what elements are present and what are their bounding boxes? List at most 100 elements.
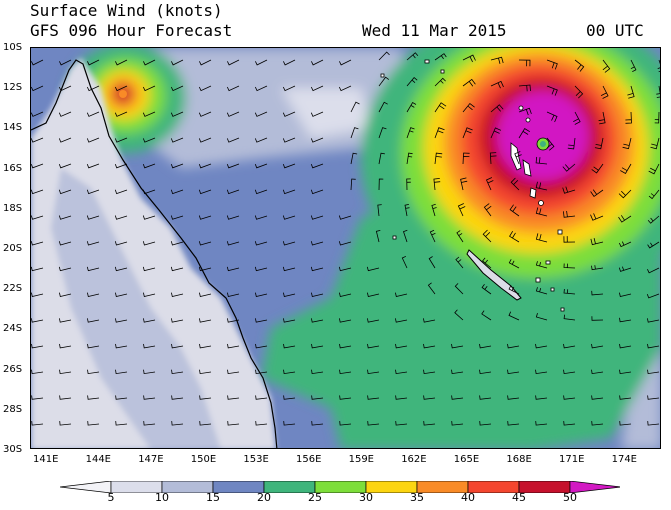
wind-barb: [31, 137, 44, 143]
lat-label: 10S: [3, 42, 23, 53]
wind-barb: [171, 395, 184, 400]
wind-barb: [574, 85, 584, 99]
wind-barb: [591, 265, 604, 271]
wind-barb: [255, 59, 268, 66]
lon-label: 159E: [348, 454, 374, 465]
wind-barb: [115, 369, 128, 375]
wind-barb: [255, 343, 268, 349]
wind-barb: [366, 266, 380, 272]
wind-barb: [427, 282, 436, 295]
wind-barb: [339, 59, 352, 66]
wind-barb: [563, 263, 576, 269]
wind-barb: [59, 343, 72, 349]
wind-barb: [563, 369, 576, 375]
wind-barb: [115, 343, 128, 349]
forecast-date: Wed 11 Mar 2015: [362, 21, 507, 40]
wind-barb: [508, 259, 520, 269]
lat-label: 12S: [3, 82, 23, 94]
wind-barb: [143, 318, 156, 323]
wind-barb: [406, 152, 413, 165]
lat-label: 14S: [3, 122, 23, 134]
wind-barb: [423, 318, 436, 323]
wind-barb: [311, 395, 324, 400]
wind-barb: [406, 178, 411, 191]
colorbar-label: 5: [107, 491, 115, 504]
wind-barb: [31, 59, 44, 66]
wind-barb: [283, 318, 296, 323]
wind-barb: [255, 395, 268, 400]
lat-label: 30S: [3, 444, 23, 455]
wind-barb: [31, 343, 44, 349]
wind-barb: [479, 421, 492, 426]
wind-barb: [402, 229, 408, 243]
wind-barb: [598, 111, 606, 125]
wind-barb: [58, 215, 72, 220]
wind-barb: [654, 111, 660, 124]
wind-barb: [198, 215, 212, 220]
wind-barb: [282, 215, 296, 220]
wind-barb: [434, 152, 443, 165]
wind-barb: [514, 151, 522, 165]
wind-barb: [535, 156, 548, 165]
wind-barb: [591, 316, 604, 321]
wind-barb: [451, 421, 464, 426]
wind-barb: [507, 343, 520, 349]
wind-barb: [226, 137, 240, 143]
wind-barb: [58, 111, 72, 117]
wind-barb: [59, 292, 72, 297]
wind-barb: [594, 137, 604, 150]
wind-barb: [367, 318, 380, 323]
wind-barb: [114, 266, 128, 272]
wind-barb: [170, 85, 184, 92]
wind-barb: [490, 127, 502, 139]
wind-barb: [143, 292, 156, 297]
wind-barb: [434, 53, 447, 61]
wind-barb: [86, 163, 100, 169]
wind-barb: [227, 318, 240, 323]
wind-barb: [86, 137, 100, 143]
wind-barb: [378, 51, 390, 61]
colorbar-label: 15: [206, 491, 220, 504]
wind-barb: [350, 127, 359, 139]
wind-barb: [507, 369, 520, 375]
lat-label: 18S: [3, 202, 23, 214]
wind-barb: [255, 369, 268, 375]
wind-barb: [254, 85, 268, 92]
forecast-subtitle: GFS 096 Hour Forecast: [30, 21, 233, 40]
wind-barb: [618, 241, 632, 248]
wind-barb: [647, 369, 660, 375]
wind-barb: [395, 395, 408, 400]
wind-barb: [535, 395, 548, 400]
lon-label: 150E: [190, 454, 217, 465]
wind-barb: [59, 395, 72, 400]
wind-barb: [86, 241, 100, 246]
wind-barb: [338, 215, 352, 220]
wind-barb: [170, 189, 184, 195]
wind-barb: [567, 137, 576, 150]
wind-barb: [311, 369, 324, 375]
colorbar-label: 50: [563, 491, 577, 504]
wind-barb: [406, 127, 415, 139]
wind-barb: [282, 189, 296, 195]
wind-barb: [31, 421, 44, 426]
wind-barb: [143, 59, 156, 66]
lon-label: 153E: [243, 454, 269, 465]
wind-barb: [254, 163, 268, 169]
lon-label: 171E: [559, 454, 585, 465]
wind-barb: [87, 292, 100, 297]
wind-barb: [59, 369, 72, 375]
wind-barb: [198, 111, 212, 117]
lat-label: 24S: [3, 323, 23, 335]
wind-barb: [87, 369, 100, 375]
wind-barb: [650, 137, 660, 150]
wind-barb: [199, 292, 212, 297]
coastline: [31, 59, 278, 448]
lat-label: 16S: [3, 162, 23, 174]
wind-barb: [283, 292, 296, 297]
wind-barb: [170, 266, 184, 272]
wind-barb: [378, 127, 387, 139]
colorbar-segment: [60, 481, 112, 493]
wind-barb: [86, 189, 100, 195]
wind-barb: [378, 76, 390, 87]
wind-barb: [423, 343, 436, 349]
